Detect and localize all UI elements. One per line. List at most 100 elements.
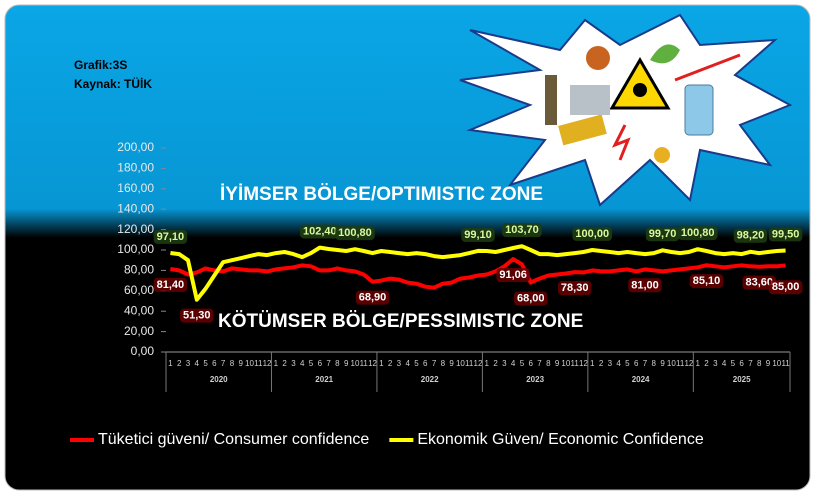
x-tick-label: 11 (676, 359, 685, 368)
x-tick-label: 2 (599, 359, 604, 368)
x-tick-label: 6 (529, 359, 534, 368)
x-tick-label: 8 (230, 359, 235, 368)
x-tick-label: 9 (555, 359, 560, 368)
x-tick-label: 2 (282, 359, 287, 368)
x-tick-label: 1 (695, 359, 700, 368)
y-tick-label: 40,00 (124, 303, 154, 317)
data-label-bg (628, 278, 662, 293)
data-label: 100,80 (338, 227, 372, 239)
x-tick-label: 1 (590, 359, 595, 368)
data-label: 100,00 (575, 228, 609, 240)
y-tick-label: 0,00 (131, 344, 155, 358)
x-tick-label: 10 (772, 359, 781, 368)
year-label: 2024 (632, 375, 650, 384)
data-label-bg (496, 268, 530, 283)
x-tick-label: 10 (456, 359, 465, 368)
x-tick-label: 4 (300, 359, 305, 368)
x-tick-label: 2 (704, 359, 709, 368)
y-tick-label: 180,00 (117, 161, 154, 175)
y-tick-label: 100,00 (117, 242, 154, 256)
x-tick-label: 5 (414, 359, 419, 368)
x-tick-label: 11 (571, 359, 580, 368)
x-tick-label: 9 (449, 359, 454, 368)
data-label: 68,00 (517, 293, 545, 305)
data-label-bg (513, 291, 548, 306)
x-tick-label: 4 (195, 359, 200, 368)
data-label: 85,00 (772, 281, 800, 293)
data-label: 99,10 (464, 229, 492, 241)
series-line (170, 257, 786, 290)
x-tick-label: 3 (713, 359, 718, 368)
x-tick-label: 6 (318, 359, 323, 368)
data-label-bg (645, 227, 680, 242)
source-text: Grafik:3S (74, 58, 127, 72)
x-tick-label: 5 (203, 359, 208, 368)
x-tick-label: 11 (254, 359, 263, 368)
legend-label: Ekonomik Güven/ Economic Confidence (417, 431, 703, 448)
x-tick-label: 10 (561, 359, 570, 368)
x-tick-label: 8 (757, 359, 762, 368)
x-tick-label: 4 (511, 359, 516, 368)
y-tick-label: 120,00 (117, 222, 154, 236)
x-tick-label: 12 (368, 359, 377, 368)
x-tick-label: 12 (474, 359, 483, 368)
year-label: 2022 (421, 375, 439, 384)
x-tick-label: 1 (168, 359, 173, 368)
data-label: 83,60 (745, 277, 773, 289)
source-text: Kaynak: TÜİK (74, 76, 152, 91)
legend-label: Tüketici güveni/ Consumer confidence (98, 431, 369, 448)
x-tick-label: 10 (351, 359, 360, 368)
data-label: 97,10 (157, 231, 185, 243)
x-tick-label: 3 (608, 359, 613, 368)
data-label: 78,30 (561, 282, 589, 294)
x-tick-label: 7 (432, 359, 437, 368)
x-tick-label: 8 (652, 359, 657, 368)
x-tick-label: 7 (748, 359, 753, 368)
x-tick-label: 3 (397, 359, 402, 368)
x-tick-label: 7 (326, 359, 331, 368)
year-label: 2023 (526, 375, 544, 384)
data-label-bg (768, 280, 803, 295)
data-label-bg (557, 281, 592, 296)
x-tick-label: 3 (186, 359, 191, 368)
zone-label: KÖTÜMSER BÖLGE/PESSIMISTIC ZONE (218, 311, 583, 332)
data-label-bg (335, 226, 375, 241)
data-label-bg (179, 308, 214, 323)
data-label: 103,70 (505, 224, 539, 236)
data-label: 81,00 (631, 279, 659, 291)
data-label-bg (153, 229, 188, 244)
y-tick-label: 20,00 (124, 324, 154, 338)
x-tick-label: 9 (660, 359, 665, 368)
y-tick-label: 160,00 (117, 181, 154, 195)
data-label: 102,40 (303, 225, 337, 237)
x-tick-label: 3 (502, 359, 507, 368)
x-tick-label: 9 (766, 359, 771, 368)
x-tick-label: 10 (245, 359, 254, 368)
year-label: 2021 (315, 375, 333, 384)
y-tick-label: 200,00 (117, 140, 154, 154)
x-tick-label: 12 (263, 359, 272, 368)
illustration (459, 13, 793, 207)
x-tick-label: 1 (485, 359, 490, 368)
x-tick-label: 6 (634, 359, 639, 368)
x-tick-label: 4 (616, 359, 621, 368)
data-label-bg (461, 227, 495, 242)
data-label-bg (742, 275, 777, 290)
x-tick-label: 4 (722, 359, 727, 368)
data-label: 81,40 (157, 279, 185, 291)
data-label: 99,70 (649, 228, 677, 240)
x-tick-label: 9 (344, 359, 349, 368)
x-tick-label: 7 (537, 359, 542, 368)
x-tick-label: 8 (546, 359, 551, 368)
data-label: 85,10 (693, 275, 721, 287)
x-tick-label: 8 (441, 359, 446, 368)
x-tick-label: 11 (360, 359, 369, 368)
x-tick-label: 8 (335, 359, 340, 368)
zone-label: İYİMSER BÖLGE/OPTIMISTIC ZONE (220, 184, 543, 205)
year-label: 2020 (210, 375, 228, 384)
data-label-bg (572, 226, 613, 241)
x-tick-label: 3 (291, 359, 296, 368)
y-tick-label: 80,00 (124, 263, 154, 277)
data-label-bg (768, 227, 803, 242)
data-label-bg (153, 277, 188, 292)
